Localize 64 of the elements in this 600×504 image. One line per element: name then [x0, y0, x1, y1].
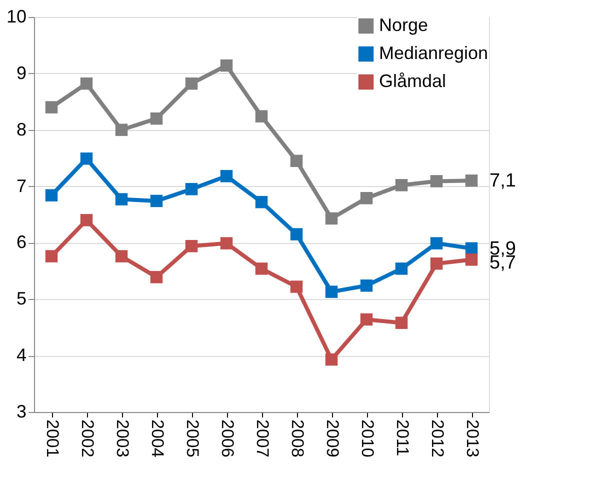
point	[45, 250, 58, 262]
x-tick-label: 2002	[78, 420, 97, 458]
y-tick-label: 9	[16, 62, 26, 83]
point	[80, 77, 93, 90]
point	[465, 174, 478, 187]
point	[220, 170, 233, 182]
y-tick-label: 4	[16, 345, 26, 366]
point	[220, 59, 233, 72]
point	[45, 101, 58, 114]
x-tick-label: 2005	[183, 420, 202, 458]
x-tick-label: 2011	[393, 420, 412, 456]
point	[115, 124, 128, 136]
point	[325, 212, 338, 225]
x-tick-label: 2009	[323, 420, 342, 458]
point	[465, 242, 478, 254]
y-tick-label: 8	[16, 119, 26, 140]
point	[150, 271, 163, 284]
point	[430, 237, 443, 250]
point	[80, 152, 93, 165]
point	[290, 280, 303, 293]
legend-label: Glåmdal	[379, 71, 446, 91]
point	[430, 257, 443, 270]
point	[360, 313, 373, 326]
point	[185, 182, 198, 196]
legend-label: Medianregion	[379, 43, 488, 63]
x-tick-label: 2006	[218, 420, 237, 458]
x-tick-label: 2012	[428, 420, 447, 458]
point	[325, 353, 338, 366]
point	[465, 254, 478, 266]
point	[255, 196, 268, 208]
y-tick-label: 5	[16, 288, 26, 309]
point	[220, 237, 233, 250]
point	[325, 286, 338, 298]
point	[395, 179, 408, 192]
point	[395, 262, 408, 275]
x-tick-label: 2007	[253, 420, 272, 458]
point	[430, 175, 443, 188]
point	[185, 240, 198, 252]
point	[115, 193, 128, 206]
point	[360, 192, 373, 204]
point	[150, 112, 163, 125]
x-tick-label: 2003	[113, 420, 132, 458]
x-tick-label: 2013	[463, 420, 482, 458]
point	[290, 154, 303, 168]
y-tick-label: 6	[16, 232, 26, 252]
point	[255, 110, 268, 122]
point	[395, 316, 408, 329]
point	[45, 189, 58, 202]
y-tick-label: 3	[16, 402, 26, 422]
y-tick-label: 10	[6, 6, 26, 26]
point	[150, 194, 163, 208]
x-tick-label: 2001	[43, 420, 62, 458]
point	[290, 228, 303, 240]
x-tick-label: 2010	[358, 420, 377, 458]
point	[115, 250, 128, 262]
annotation: 7,1	[490, 170, 516, 192]
x-tick-label: 2004	[148, 420, 167, 458]
y-tick-label: 7	[16, 176, 26, 196]
x-tick-label: 2008	[288, 420, 307, 458]
point	[255, 262, 268, 275]
point	[185, 77, 198, 90]
point	[80, 214, 93, 226]
point	[360, 279, 373, 292]
legend-label: Norge	[379, 15, 428, 35]
